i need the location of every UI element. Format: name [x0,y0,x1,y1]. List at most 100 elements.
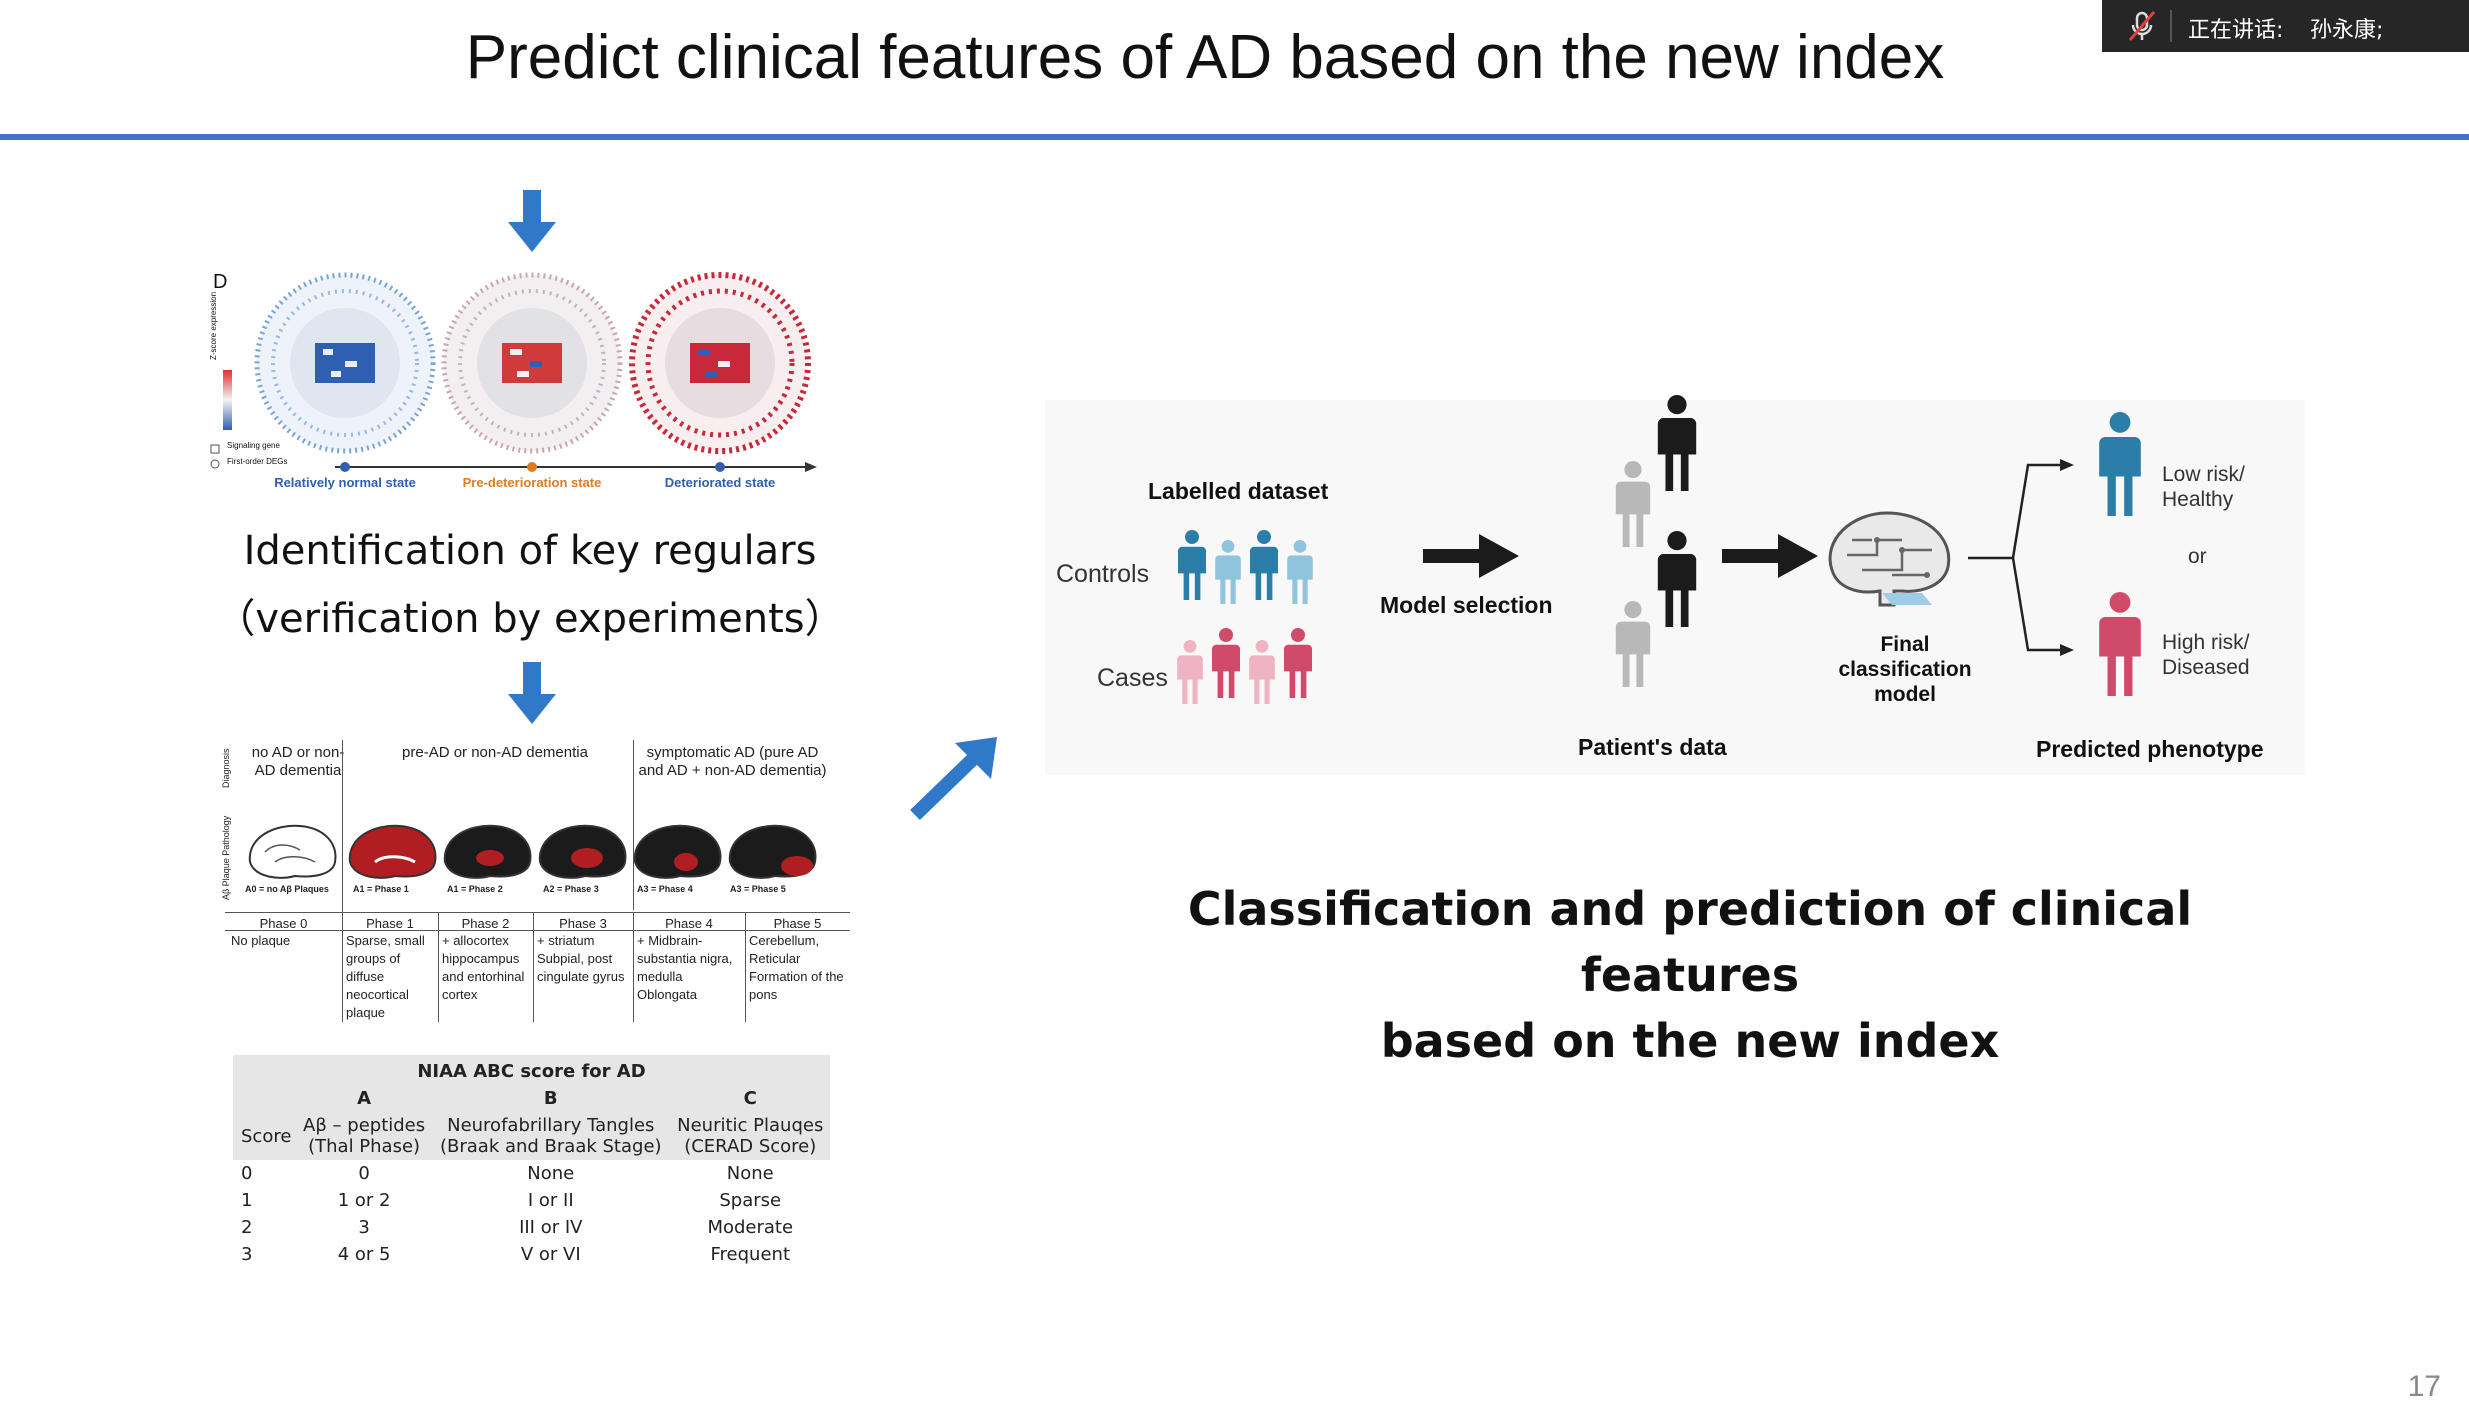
panel-letter: D [213,271,228,293]
column-header-a: Aβ – peptides (Thal Phase) [297,1112,432,1160]
network-graphs [210,272,817,472]
speaker-name: 孙永康; [2310,18,2384,43]
key-regulars-line2: （verification by experiments） [215,596,845,642]
diagonal-arrow-icon [910,737,997,821]
table-row: 0 0 None None [233,1160,830,1187]
phase-description: + Midbrain- substantia nigra, medulla Ob… [637,933,733,1002]
conclusion-line1: Classification and prediction of clinica… [1187,882,2193,1002]
muted-mic-icon[interactable] [2124,8,2160,44]
phase-label: Phase 3 [559,916,607,931]
niaa-abc-table: NIAA ABC score for AD A B C Score Aβ – p… [233,1055,830,1268]
phase-description: + allocortex hippocampus and entorhinal … [442,933,525,1002]
conclusion-line2: based on the new index [1380,1014,2000,1068]
final-model-line: classification [1838,658,1972,681]
phase-label: Phase 5 [773,916,822,931]
table-cell: Frequent [710,1244,791,1265]
header-line: (Braak and Braak Stage) [439,1136,662,1157]
diagnosis-group-3: symptomatic AD (pure AD and AD + non-AD … [638,744,827,779]
phase-rule [225,912,850,913]
title-underline [0,134,2469,140]
controls-people-icon [1178,530,1313,604]
table-cell: V or VI [520,1244,581,1265]
brain-phase-2-icon [443,824,532,879]
table-row: 2 3 III or IV Moderate [233,1214,830,1241]
high-risk-label: High risk/ Diseased [2162,630,2250,680]
final-model-line: Final [1880,633,1930,656]
patients-people-icon [1615,395,1697,687]
network-deteriorated [629,272,811,454]
phase-rule [225,930,850,931]
table-caption: NIAA ABC score for AD [233,1055,830,1085]
high-risk-line: Diseased [2162,656,2250,679]
phase-description: No plaque [231,933,291,948]
phase-description: + striatum Subpial, post cingulate gyrus [537,933,625,984]
table-cell: 0 [358,1163,370,1184]
divider [633,912,634,1022]
high-risk-person-icon [2099,592,2141,696]
brain-label: A0 = no Aβ Plaques [245,884,329,894]
down-arrow-icon [508,662,556,724]
diagnosis-group-1: no AD or non-AD dementia [251,744,345,779]
brain-label: A3 = Phase 4 [637,884,693,894]
header-line: Neurofabrillary Tangles [447,1115,655,1136]
table-cell: Sparse [719,1190,782,1211]
phase-label: Phase 4 [665,916,713,931]
low-risk-line: Healthy [2162,488,2234,511]
right-arrow-icon [1423,534,1519,578]
down-arrow-icon [508,190,556,252]
table-cell: 3 [241,1244,253,1265]
state-label-deteriorated: Deteriorated state [664,475,776,490]
page-number: 17 [2407,1370,2441,1403]
table-cell: 4 or 5 [337,1244,391,1265]
table-cell: 1 or 2 [337,1190,391,1211]
phase-label: Phase 1 [366,916,414,931]
controls-label: Controls [1056,560,1150,588]
header-line: Neuritic Plauqes [677,1115,824,1136]
cases-label: Cases [1097,664,1168,692]
row-label-pathology: Aβ Plaque Pathology [221,815,231,900]
phase-label: Phase 2 [461,916,510,931]
table-cell: Moderate [707,1217,794,1238]
model-selection-label: Model selection [1380,592,1553,618]
table-cell: I or II [527,1190,574,1211]
row-label-diagnosis: Diagnosis [221,748,231,788]
diagnosis-group-2: pre-AD or non-AD dementia [402,744,588,761]
column-letter: C [670,1085,830,1112]
divider [342,740,343,1022]
predicted-phenotype-label: Predicted phenotype [2036,736,2264,762]
table-cell: 3 [358,1217,370,1238]
network-normal [254,272,436,454]
divider [533,912,534,1022]
table-cell: 0 [241,1163,253,1184]
divider [745,912,746,1022]
column-header-c: Neuritic Plauqes (CERAD Score) [670,1112,830,1160]
brain-label: A3 = Phase 5 [730,884,786,894]
speaker-indicator: 正在讲话: 孙永康; [2102,0,2469,52]
final-model-label: Final classification model [1815,632,1995,707]
column-letter: B [431,1085,671,1112]
network-pre-deterioration [441,272,623,454]
key-regulars-line1: Identification of key regulars [243,528,817,574]
brain-label: A1 = Phase 2 [447,884,503,894]
branch-connector [1968,459,2074,656]
speaking-label: 正在讲话: [2188,18,2284,43]
score-header: Score [233,1112,298,1160]
brain-phase-3-icon [538,824,627,879]
low-risk-person-icon [2099,412,2141,516]
network-state-panel: D [205,265,825,495]
speaker-divider [2170,10,2172,42]
brain-phase-1-icon [348,824,437,879]
brain-label: A1 = Phase 1 [353,884,409,894]
phase-description: Sparse, small groups of diffuse neocorti… [346,933,425,1020]
state-label-normal: Relatively normal state [274,475,416,490]
table-cell: None [527,1163,575,1184]
header-line: (Thal Phase) [308,1136,421,1157]
patients-data-label: Patient's data [1578,734,1727,760]
labelled-dataset-label: Labelled dataset [1148,478,1329,504]
table-cell: 1 [241,1190,253,1211]
low-risk-label: Low risk/ Healthy [2162,462,2245,512]
brain-label: A2 = Phase 3 [543,884,599,894]
right-arrow-icon [1722,534,1818,578]
amyloid-phase-figure: Diagnosis Aβ Plaque Pathology no AD or n… [221,740,850,1022]
state-label-pre: Pre-deterioration state [462,475,602,490]
